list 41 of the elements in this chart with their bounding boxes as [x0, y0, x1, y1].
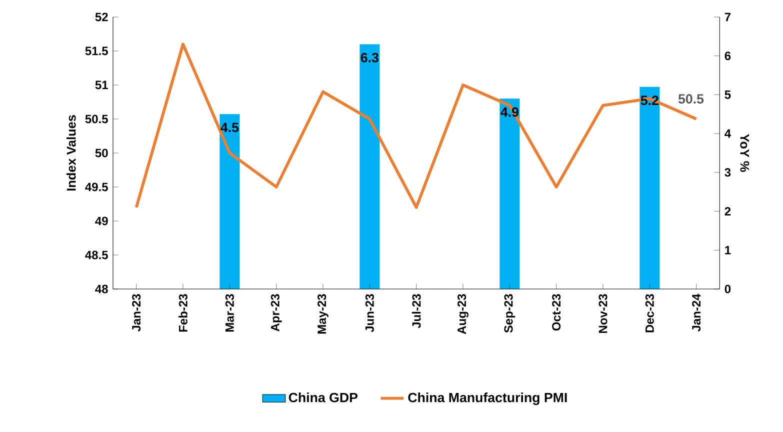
bar [640, 86, 660, 289]
y2-tick-label: 1 [725, 246, 731, 254]
x-tick-label: Jul-23 [412, 294, 421, 328]
y2-tick-label: 2 [724, 207, 731, 216]
x-tick-label: Jan-23 [132, 294, 141, 332]
legend-label: China GDP [288, 392, 358, 402]
data-label: 4.5 [220, 122, 239, 132]
y2-tick-label: 0 [724, 284, 731, 294]
y-tick-label: 50.5 [85, 114, 108, 124]
y-tick-label: 52 [95, 12, 108, 22]
bar [500, 98, 520, 289]
x-tick-label: Mar-23 [225, 294, 234, 332]
bar [220, 114, 240, 289]
y-tick-label: 49 [95, 216, 108, 226]
data-label: 50.5 [678, 94, 704, 104]
x-tick-label: Jun-23 [365, 294, 374, 332]
x-tick-label: Oct-23 [552, 294, 561, 331]
y2-tick-label: 7 [724, 12, 731, 22]
bar [360, 44, 380, 289]
x-tick-label: Sep-23 [504, 294, 516, 333]
y-axis-title: Index Values [66, 115, 76, 191]
y-tick-label: 48.5 [85, 250, 108, 260]
y-tick-label: 51 [95, 80, 108, 90]
y2-tick-label: 5 [724, 90, 731, 99]
y2-tick-label: 4 [724, 129, 731, 138]
x-tick-label: Dec-23 [645, 294, 654, 332]
y-tick-label: 49.5 [85, 182, 108, 192]
data-label: 6.3 [360, 52, 378, 62]
y-tick-label: 48 [95, 284, 108, 294]
y2-tick-label: 6 [724, 52, 731, 60]
x-tick-label: Apr-23 [270, 294, 282, 332]
x-tick-label: Jan-24 [692, 294, 701, 332]
y-tick-label: 50 [95, 148, 108, 158]
x-tick-label: May-23 [318, 294, 328, 334]
x-tick-label: Aug-23 [458, 294, 468, 334]
y2-axis-title: YoY % [740, 134, 750, 172]
legend-label: China Manufacturing PMI [408, 392, 567, 405]
x-tick-label: Nov-23 [598, 294, 608, 333]
x-tick-label: Feb-23 [178, 294, 188, 332]
y-tick-label: 51.5 [85, 46, 108, 56]
y2-tick-label: 3 [724, 168, 731, 177]
